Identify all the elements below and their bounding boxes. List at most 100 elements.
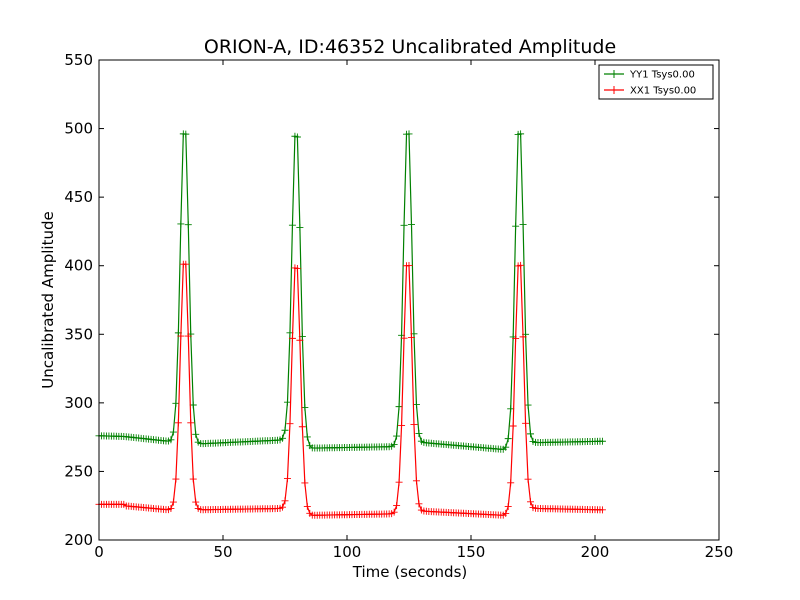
y-tick-label: 450	[64, 188, 93, 206]
plot-area	[95, 130, 606, 519]
data-point-marker	[182, 130, 190, 138]
data-point-marker	[288, 221, 296, 229]
data-point-marker	[281, 497, 289, 505]
data-point-marker	[169, 498, 177, 506]
data-point-marker	[184, 332, 192, 340]
data-point-marker	[598, 506, 606, 514]
legend: YY1 Tsys0.00 XX1 Tsys0.00	[598, 64, 714, 100]
data-point-marker	[303, 502, 311, 510]
data-point-marker	[172, 399, 180, 407]
data-point-marker	[504, 503, 512, 511]
data-point-marker	[182, 260, 190, 268]
data-point-marker	[395, 403, 403, 411]
data-point-marker	[415, 500, 423, 508]
data-point-marker	[390, 508, 398, 516]
data-point-marker	[395, 478, 403, 486]
data-point-marker	[281, 426, 289, 434]
data-point-marker	[303, 433, 311, 441]
legend-marker	[610, 70, 618, 78]
data-point-marker	[296, 336, 304, 344]
data-point-marker	[279, 503, 287, 511]
legend-marker	[610, 86, 618, 94]
data-point-marker	[412, 477, 420, 485]
data-point-marker	[192, 498, 200, 506]
legend-item: YY1 Tsys0.00	[604, 70, 695, 81]
data-point-marker	[400, 334, 408, 342]
y-tick-label: 200	[64, 531, 93, 549]
data-point-marker	[507, 405, 515, 413]
data-point-marker	[410, 421, 418, 429]
data-point-marker	[415, 429, 423, 437]
data-point-marker	[293, 133, 301, 141]
data-point-marker	[504, 435, 512, 443]
axes: 0 50 100 150 200 250 200 250 300 350 400 450 500 550	[64, 51, 733, 561]
legend-item: XX1 Tsys0.00	[604, 86, 696, 97]
x-axis-label: Time (seconds)	[352, 563, 468, 581]
axes-frame	[98, 59, 720, 541]
x-tick-label: 150	[457, 543, 486, 561]
data-point-marker	[509, 422, 517, 430]
data-point-marker	[283, 475, 291, 483]
x-tick-label: 0	[94, 543, 104, 561]
data-point-marker	[524, 401, 532, 409]
data-point-marker	[172, 475, 180, 483]
data-point-marker	[407, 220, 415, 228]
y-tick-label: 250	[64, 462, 93, 480]
data-point-marker	[400, 221, 408, 229]
data-point-marker	[301, 479, 309, 487]
data-point-marker	[412, 401, 420, 409]
series-yy1	[95, 130, 606, 453]
data-point-marker	[512, 222, 520, 230]
data-point-marker	[507, 479, 515, 487]
y-tick-label: 300	[64, 394, 93, 412]
data-point-marker	[517, 130, 525, 138]
data-point-marker	[187, 419, 195, 427]
data-point-marker	[512, 334, 520, 342]
data-point-marker	[527, 430, 535, 438]
data-point-marker	[405, 262, 413, 270]
y-tick-label: 500	[64, 120, 93, 138]
y-tick-label: 350	[64, 325, 93, 343]
data-point-marker	[407, 334, 415, 342]
data-point-marker	[293, 265, 301, 273]
data-point-marker	[288, 334, 296, 342]
data-point-marker	[177, 220, 185, 228]
series-xx1	[95, 260, 606, 519]
data-point-marker	[519, 333, 527, 341]
data-point-marker	[502, 509, 510, 517]
data-point-marker	[598, 437, 606, 445]
y-tick-label: 550	[64, 51, 93, 69]
data-point-marker	[296, 223, 304, 231]
data-point-marker	[167, 504, 175, 512]
x-tick-label: 100	[333, 543, 362, 561]
legend-box	[598, 64, 714, 100]
data-point-marker	[298, 423, 306, 431]
data-point-marker	[398, 422, 406, 430]
data-point-marker	[527, 498, 535, 506]
data-point-marker	[283, 398, 291, 406]
data-point-marker	[393, 502, 401, 510]
data-point-marker	[522, 419, 530, 427]
data-point-marker	[286, 420, 294, 428]
data-point-marker	[390, 440, 398, 448]
data-point-marker	[502, 443, 510, 451]
data-point-marker	[192, 430, 200, 438]
data-point-marker	[405, 130, 413, 138]
data-point-marker	[189, 475, 197, 483]
data-point-marker	[169, 428, 177, 436]
legend-label: XX1 Tsys0.00	[630, 86, 696, 97]
data-point-marker	[189, 401, 197, 409]
x-tick-label: 250	[705, 543, 734, 561]
data-point-marker	[517, 261, 525, 269]
y-tick-label: 400	[64, 257, 93, 275]
data-point-marker	[279, 434, 287, 442]
data-point-marker	[524, 475, 532, 483]
data-point-marker	[301, 403, 309, 411]
chart-title: ORION-A, ID:46352 Uncalibrated Amplitude	[204, 36, 616, 58]
data-point-marker	[184, 221, 192, 229]
data-point-marker	[177, 332, 185, 340]
legend-label: YY1 Tsys0.00	[629, 70, 695, 81]
x-tick-label: 50	[213, 543, 232, 561]
